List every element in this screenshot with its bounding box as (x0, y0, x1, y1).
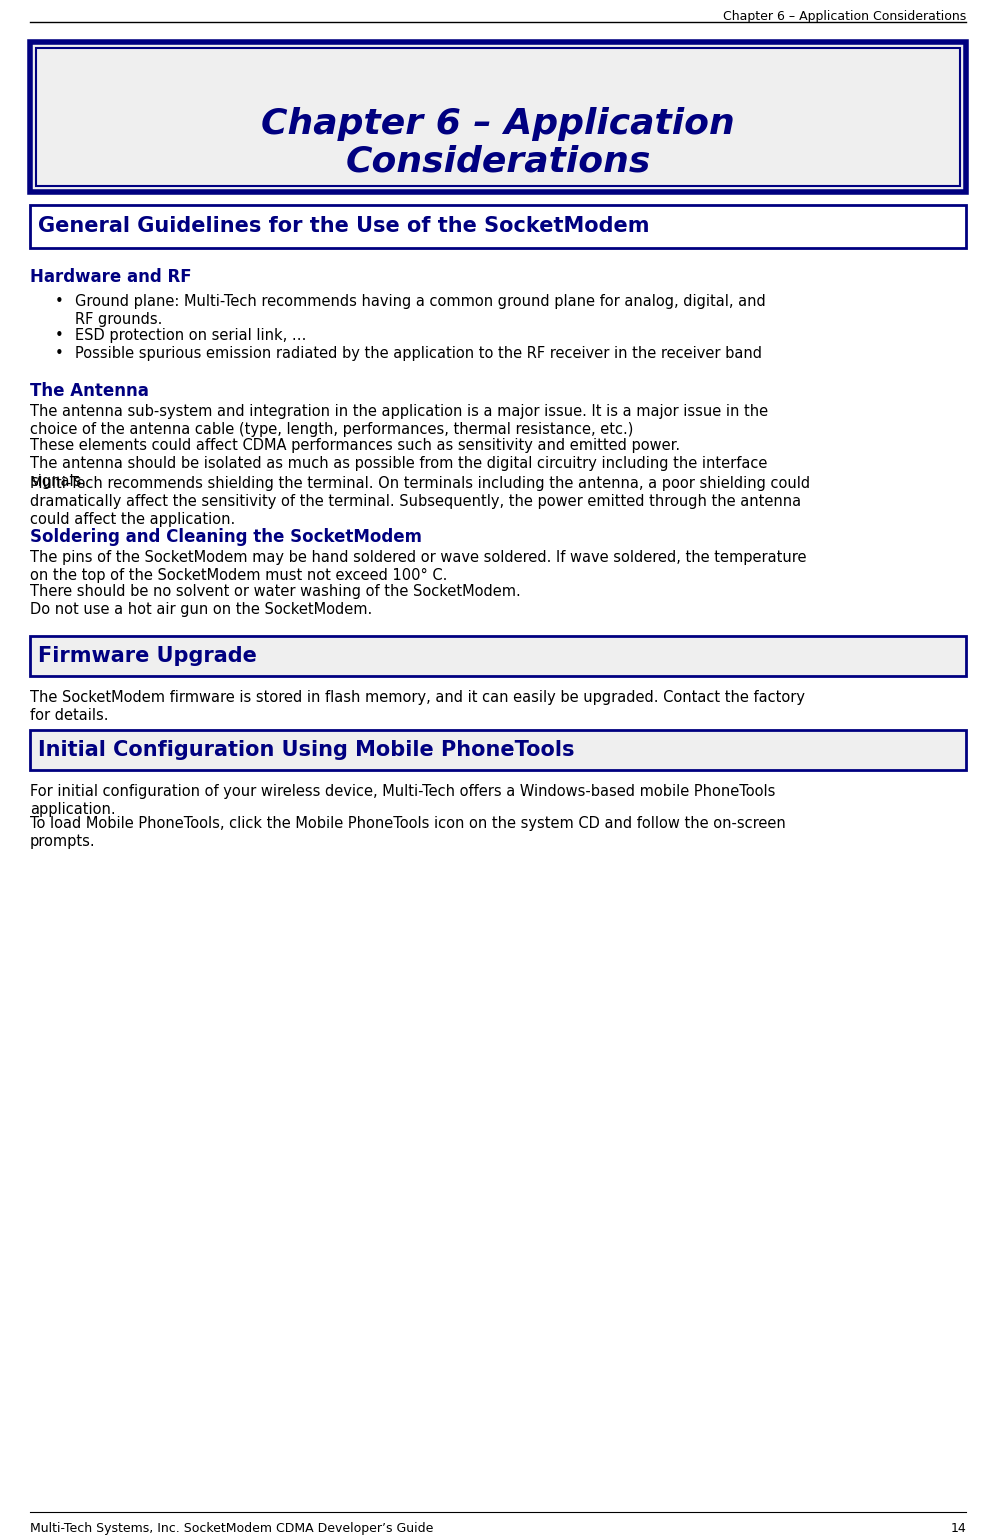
Text: Multi-Tech recommends shielding the terminal. On terminals including the antenna: Multi-Tech recommends shielding the term… (30, 476, 810, 491)
Text: There should be no solvent or water washing of the SocketModem.: There should be no solvent or water wash… (30, 584, 521, 599)
Text: on the top of the SocketModem must not exceed 100° C.: on the top of the SocketModem must not e… (30, 568, 447, 584)
Text: Possible spurious emission radiated by the application to the RF receiver in the: Possible spurious emission radiated by t… (75, 346, 762, 360)
Text: For initial configuration of your wireless device, Multi-Tech offers a Windows-b: For initial configuration of your wirele… (30, 784, 775, 799)
Text: To load Mobile PhoneTools, click the Mobile PhoneTools icon on the system CD and: To load Mobile PhoneTools, click the Mob… (30, 816, 786, 832)
Text: signals.: signals. (30, 474, 86, 490)
FancyBboxPatch shape (30, 205, 966, 248)
Text: •: • (55, 294, 64, 310)
FancyBboxPatch shape (30, 636, 966, 676)
Text: Hardware and RF: Hardware and RF (30, 268, 191, 286)
Text: Multi-Tech Systems, Inc. SocketModem CDMA Developer’s Guide: Multi-Tech Systems, Inc. SocketModem CDM… (30, 1522, 433, 1535)
Text: The pins of the SocketModem may be hand soldered or wave soldered. If wave solde: The pins of the SocketModem may be hand … (30, 550, 807, 565)
Text: could affect the application.: could affect the application. (30, 511, 235, 527)
Text: 14: 14 (950, 1522, 966, 1535)
Text: Initial Configuration Using Mobile PhoneTools: Initial Configuration Using Mobile Phone… (38, 741, 575, 761)
Text: The SocketModem firmware is stored in flash memory, and it can easily be upgrade: The SocketModem firmware is stored in fl… (30, 690, 805, 705)
Text: •: • (55, 328, 64, 343)
Text: These elements could affect CDMA performances such as sensitivity and emitted po: These elements could affect CDMA perform… (30, 437, 680, 453)
Text: for details.: for details. (30, 708, 109, 722)
Text: The antenna should be isolated as much as possible from the digital circuitry in: The antenna should be isolated as much a… (30, 456, 767, 471)
FancyBboxPatch shape (30, 730, 966, 770)
FancyBboxPatch shape (30, 42, 966, 192)
Text: RF grounds.: RF grounds. (75, 313, 162, 326)
Text: Firmware Upgrade: Firmware Upgrade (38, 645, 257, 665)
Text: Soldering and Cleaning the SocketModem: Soldering and Cleaning the SocketModem (30, 528, 422, 547)
Text: Chapter 6 – Application Considerations: Chapter 6 – Application Considerations (723, 9, 966, 23)
Text: Chapter 6 – Application: Chapter 6 – Application (261, 106, 735, 142)
Text: choice of the antenna cable (type, length, performances, thermal resistance, etc: choice of the antenna cable (type, lengt… (30, 422, 633, 437)
Text: Considerations: Considerations (346, 145, 650, 179)
Text: •: • (55, 346, 64, 360)
Text: The Antenna: The Antenna (30, 382, 148, 400)
Text: Ground plane: Multi-Tech recommends having a common ground plane for analog, dig: Ground plane: Multi-Tech recommends havi… (75, 294, 766, 310)
Text: dramatically affect the sensitivity of the terminal. Subsequently, the power emi: dramatically affect the sensitivity of t… (30, 494, 801, 510)
Text: The antenna sub-system and integration in the application is a major issue. It i: The antenna sub-system and integration i… (30, 403, 768, 419)
Text: General Guidelines for the Use of the SocketModem: General Guidelines for the Use of the So… (38, 217, 649, 237)
Text: prompts.: prompts. (30, 835, 96, 849)
Text: Do not use a hot air gun on the SocketModem.: Do not use a hot air gun on the SocketMo… (30, 602, 373, 618)
Text: application.: application. (30, 802, 116, 818)
Text: ESD protection on serial link, …: ESD protection on serial link, … (75, 328, 307, 343)
